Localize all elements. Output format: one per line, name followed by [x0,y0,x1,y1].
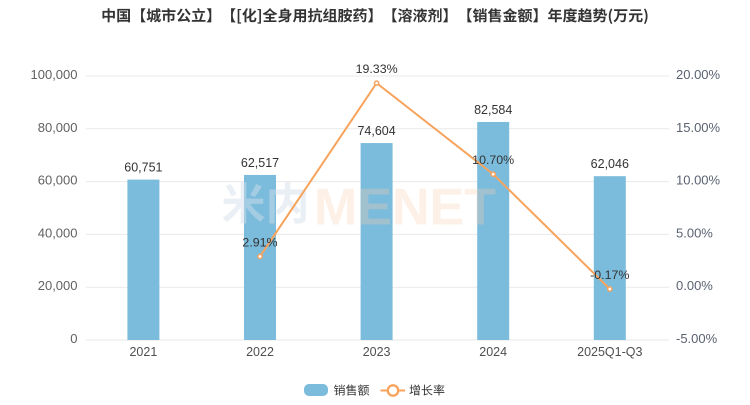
svg-text:2025Q1-Q3: 2025Q1-Q3 [577,345,642,359]
svg-text:15.00%: 15.00% [676,120,721,135]
svg-text:2.91%: 2.91% [242,235,277,249]
svg-text:19.33%: 19.33% [356,62,398,76]
svg-text:80,000: 80,000 [38,120,78,135]
svg-text:5.00%: 5.00% [676,225,713,240]
svg-text:2022: 2022 [246,345,274,359]
svg-text:60,000: 60,000 [38,173,78,188]
svg-text:10.00%: 10.00% [676,173,721,188]
svg-text:100,000: 100,000 [31,67,78,82]
svg-text:10.70%: 10.70% [472,153,514,167]
svg-text:MENET: MENET [314,178,496,236]
svg-text:0.00%: 0.00% [676,278,713,293]
svg-text:82,584: 82,584 [474,103,512,117]
svg-text:-5.00%: -5.00% [676,331,718,346]
svg-text:40,000: 40,000 [38,225,78,240]
svg-text:20,000: 20,000 [38,278,78,293]
svg-text:-0.17%: -0.17% [590,268,629,282]
svg-text:0: 0 [70,331,77,346]
svg-text:2023: 2023 [363,345,391,359]
svg-text:20.00%: 20.00% [676,67,721,82]
svg-text:2024: 2024 [479,345,507,359]
svg-text:74,604: 74,604 [357,124,395,138]
svg-text:2021: 2021 [129,345,157,359]
svg-text:60,751: 60,751 [124,160,162,174]
svg-text:62,517: 62,517 [241,156,279,170]
svg-text:62,046: 62,046 [591,157,629,171]
